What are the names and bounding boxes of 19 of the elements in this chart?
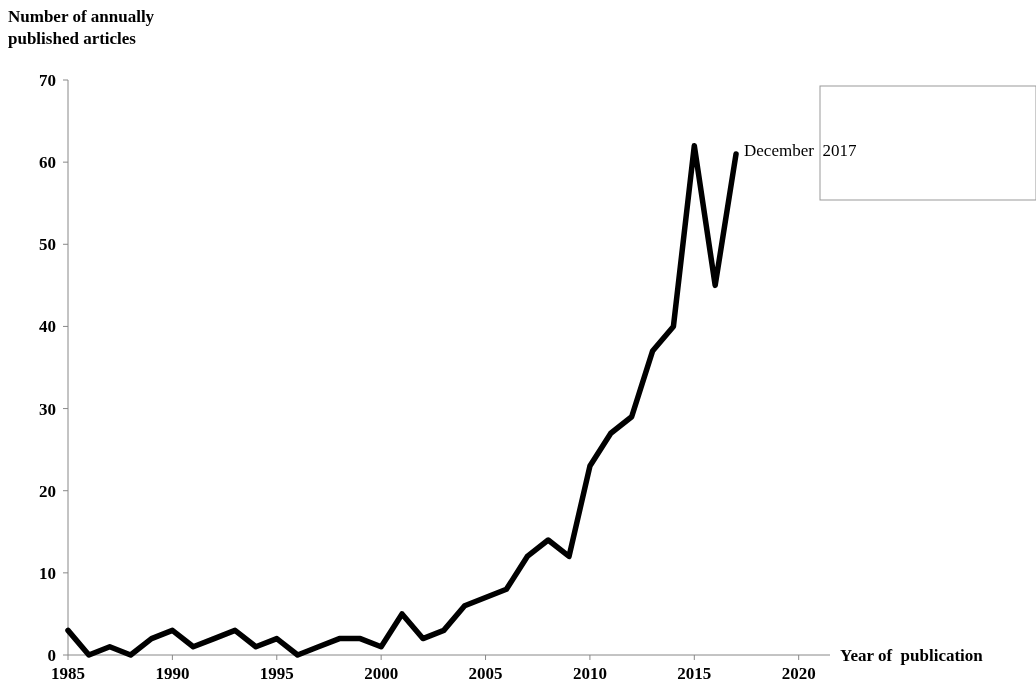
x-tick-label: 2005 bbox=[468, 664, 503, 683]
x-tick-label: 1985 bbox=[51, 664, 85, 683]
y-tick-label: 20 bbox=[39, 481, 56, 501]
y-tick-label: 10 bbox=[39, 563, 56, 583]
y-tick-label: 70 bbox=[39, 70, 56, 90]
x-axis-title: Year of publication bbox=[840, 645, 984, 665]
x-tick-label: 2010 bbox=[572, 664, 607, 683]
x-tick-label: 1990 bbox=[155, 664, 190, 683]
y-axis-title: Number of annually published articles bbox=[8, 7, 155, 48]
x-tick-label: 2015 bbox=[677, 664, 712, 683]
x-tick-label: 1995 bbox=[259, 664, 294, 683]
x-tick-label: 2000 bbox=[364, 664, 399, 683]
x-tick-label: 2020 bbox=[781, 664, 816, 683]
y-tick-label: 0 bbox=[47, 645, 56, 665]
y-tick-label: 60 bbox=[39, 153, 56, 173]
annotation: December 2017 bbox=[744, 140, 857, 160]
y-tick-label: 40 bbox=[39, 317, 56, 337]
y-tick-label: 30 bbox=[39, 399, 56, 419]
y-tick-label: 50 bbox=[39, 235, 56, 255]
